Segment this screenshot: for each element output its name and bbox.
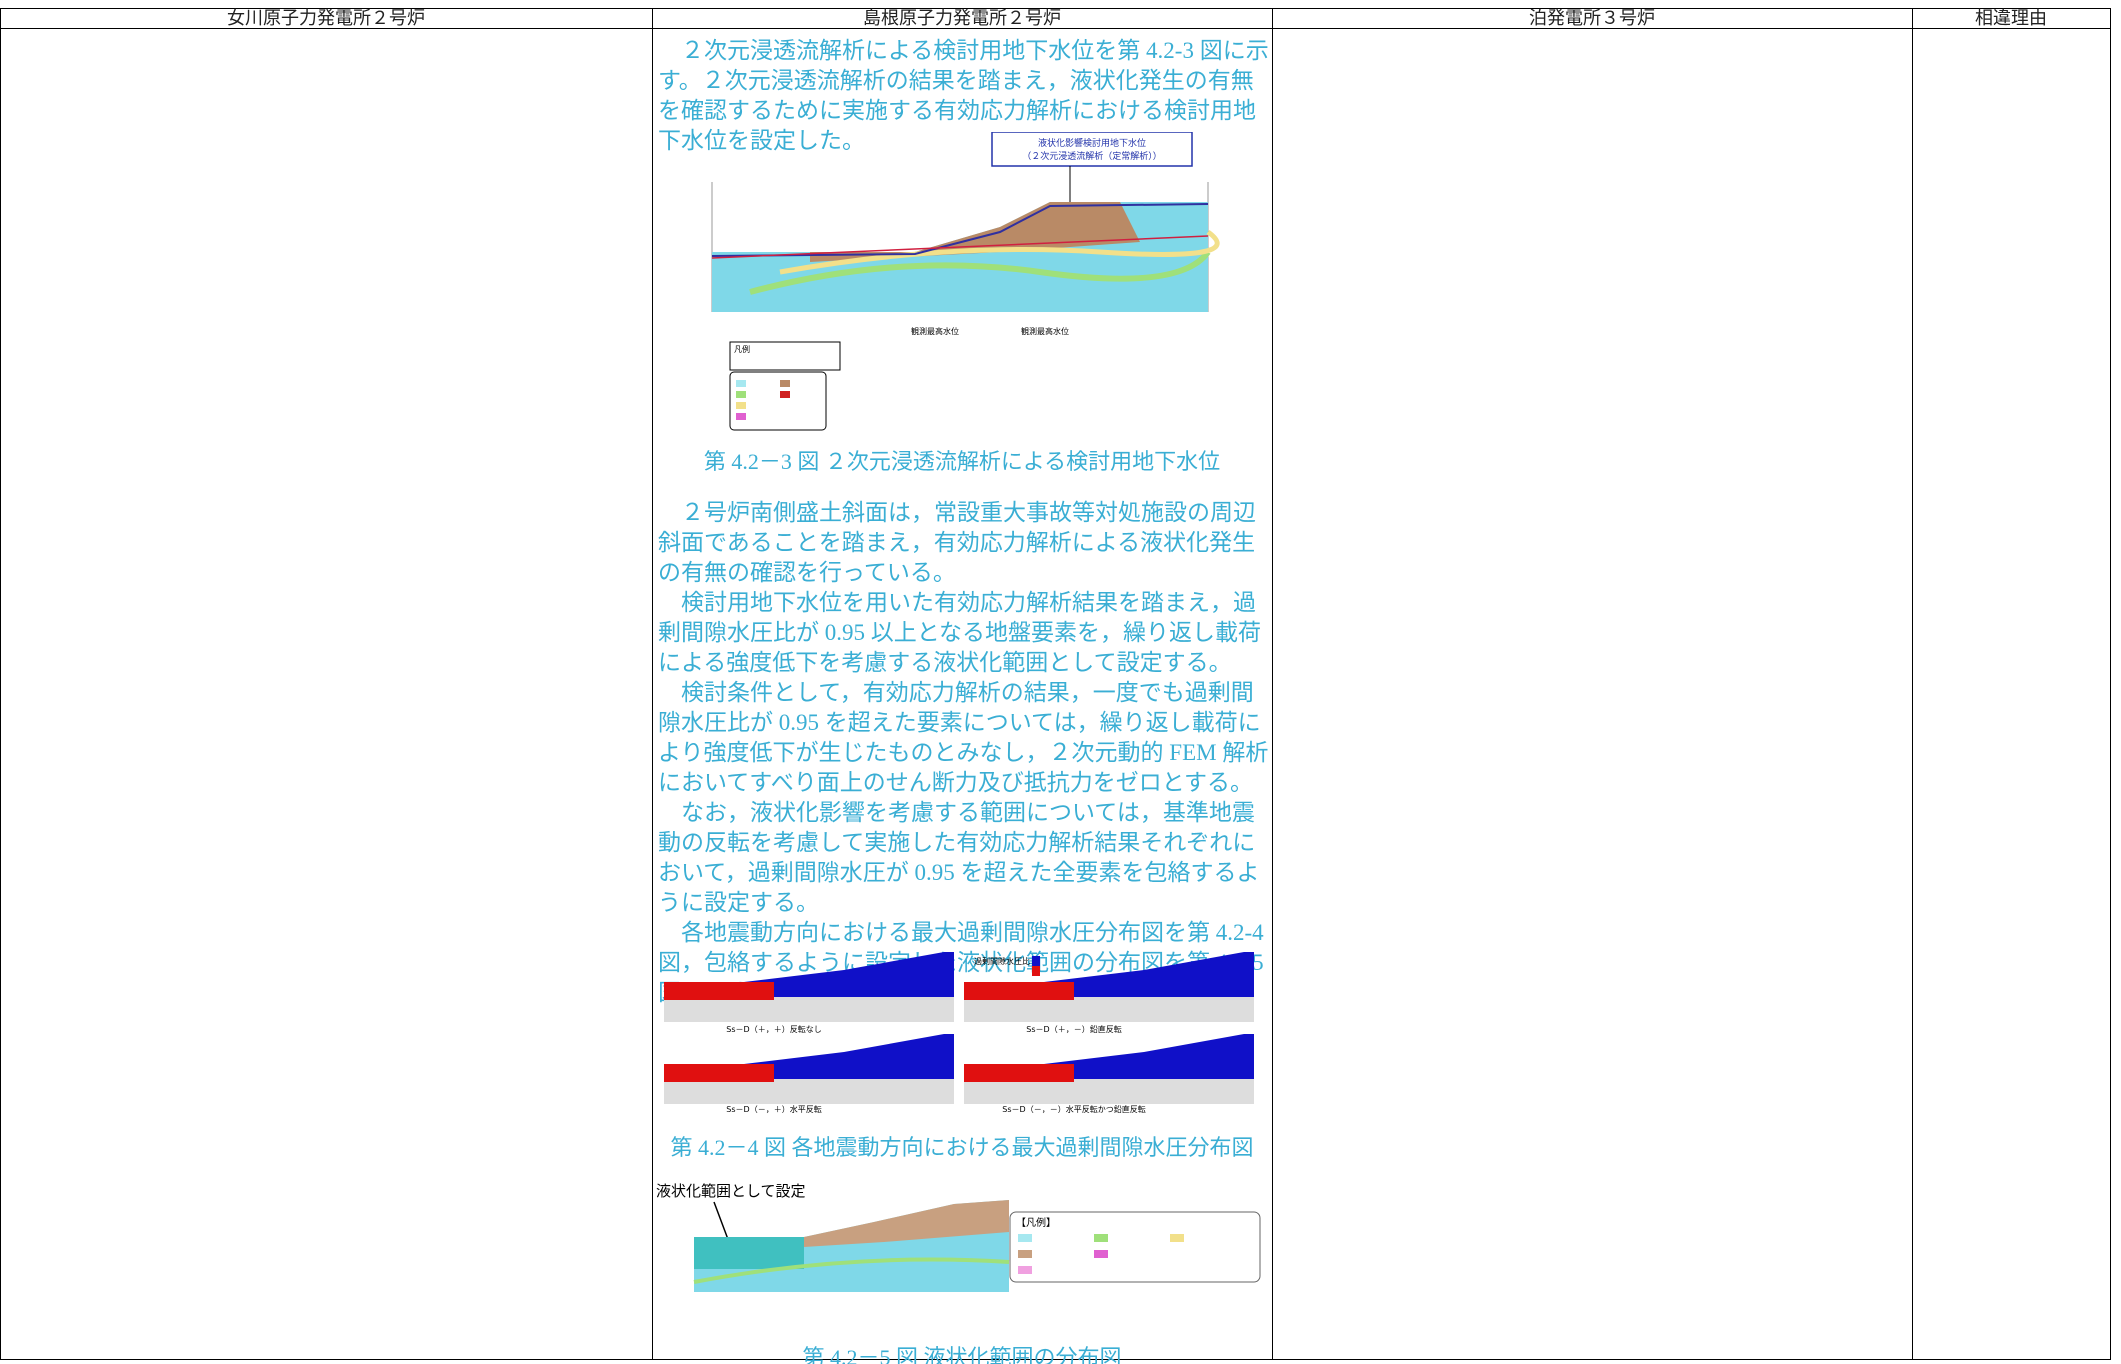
paragraph: ２号炉南側盛土斜面は，常設重大事故等対処施設の周辺斜面であることを踏まえ，有効応…	[658, 500, 1256, 585]
figure-shape	[736, 391, 746, 398]
figure-shape	[711, 235, 1209, 259]
paragraph: ２次元浸透流解析による検討用地下水位を第 4.2-3 図に示す。２次元浸透流解析…	[658, 38, 1269, 153]
figure-label: 液状化影響検討用地下水位	[1038, 137, 1146, 149]
figure-label: 凡例	[734, 344, 750, 354]
table-border	[0, 8, 2111, 9]
table-border	[0, 1359, 2111, 1360]
figure-label: （２次元浸透流解析（定常解析））	[1022, 150, 1162, 162]
paragraph: なお，液状化影響を考慮する範囲については，基準地震動の反転を考慮して実施した有効…	[658, 800, 1260, 915]
figure-shape	[664, 1034, 954, 1104]
figure-label: Ss－D（＋，＋）反転なし	[726, 1025, 821, 1034]
figure-caption: 第 4.2－5 図 液状化範囲の分布図	[802, 1345, 1122, 1364]
table-border	[0, 28, 2111, 29]
figure-shape	[693, 1257, 1010, 1284]
table-border	[0, 8, 1, 1360]
figure-shape	[736, 402, 746, 409]
figure-shape	[1032, 966, 1040, 976]
figure-label: 液状化範囲として設定	[656, 1182, 806, 1200]
figure-shape	[736, 380, 746, 387]
table-border	[2110, 8, 2111, 1360]
figure-label: 【凡例】	[1016, 1216, 1056, 1229]
figure-shape	[736, 413, 746, 420]
figure-shape	[1009, 1211, 1261, 1283]
table-border	[652, 8, 653, 1360]
figure-shape	[1094, 1234, 1108, 1242]
paragraph: 検討条件として，有効応力解析の結果，一度でも過剰間隙水圧比が 0.95 を超えた…	[658, 680, 1269, 795]
figure-shape	[664, 952, 954, 1022]
figure-shape	[991, 132, 1193, 167]
figure-shape	[810, 202, 1140, 262]
figure-caption: 第 4.2－3 図 ２次元浸透流解析による検討用地下水位	[703, 449, 1221, 474]
figure-shape	[694, 1237, 804, 1269]
figure-label: 観測最高水位	[1021, 326, 1069, 336]
figure-2: Ss－D（＋，＋）反転なし Ss－D（＋，－）鉛直反転 Ss－D（－，＋）水平反…	[664, 952, 1254, 1114]
figure-shape	[1170, 1234, 1184, 1242]
figure-label: Ss－D（－，＋）水平反転	[726, 1104, 821, 1114]
figure-1: 液状化影響検討用地下水位 （２次元浸透流解析（定常解析）） 観測最高水位 観測最…	[711, 132, 1220, 431]
table-border	[1272, 8, 1273, 1360]
figure-shape	[1018, 1250, 1032, 1258]
figure-label: Ss－D（＋，－）鉛直反転	[1026, 1024, 1121, 1034]
figure-label: 観測最高水位	[911, 326, 959, 336]
paragraph-group: ２号炉南側盛土斜面は，常設重大事故等対処施設の周辺斜面であることを踏まえ，有効応…	[0, 498, 1268, 1008]
table-border	[1912, 8, 1913, 1360]
figure-shape	[780, 391, 790, 398]
figure-shape	[713, 1201, 730, 1243]
figure-label: Ss－D（－，－）水平反転かつ鉛直反転	[1002, 1104, 1145, 1114]
figure-shape	[712, 202, 1208, 312]
figure-shape	[744, 952, 954, 997]
figure-shape	[804, 1200, 1009, 1247]
figure-shape	[729, 371, 827, 431]
figure-shape	[729, 341, 841, 371]
figure-caption: 第 4.2－4 図 各地震動方向における最大過剰間隙水圧分布図	[670, 1135, 1254, 1160]
column-header: 泊発電所３号炉	[1529, 8, 1655, 28]
figure-shape	[779, 229, 1220, 275]
figure-shape	[1018, 1234, 1032, 1242]
figure-shape	[780, 380, 790, 387]
figure-label: 過剰間隙水圧比	[974, 956, 1030, 966]
figure-shape	[711, 203, 1209, 257]
figure-shape	[1094, 1250, 1108, 1258]
figure-shape	[964, 1034, 1254, 1104]
column-header: 島根原子力発電所２号炉	[863, 8, 1061, 28]
figure-shape	[1018, 1266, 1032, 1274]
paragraph: 検討用地下水位を用いた有効応力解析結果を踏まえ，過剰間隙水圧比が 0.95 以上…	[658, 590, 1262, 675]
column-header: 相違理由	[1975, 8, 2047, 28]
figure-shape	[1032, 956, 1040, 966]
figure-3: 液状化範囲として設定 【凡例】	[656, 1182, 1261, 1292]
column-header: 女川原子力発電所２号炉	[227, 8, 425, 28]
figure-shape	[664, 982, 774, 1000]
figure-shape	[749, 250, 1211, 295]
